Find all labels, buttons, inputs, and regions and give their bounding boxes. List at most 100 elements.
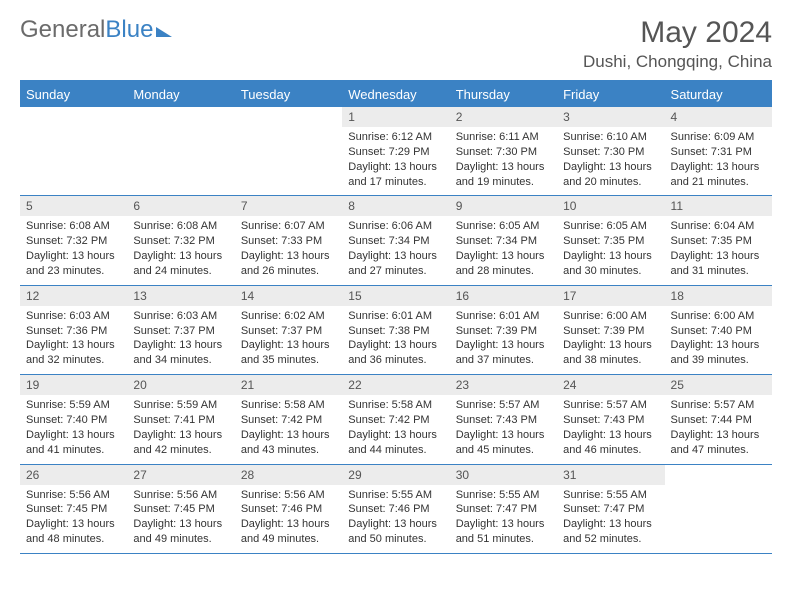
day-details: Sunrise: 5:56 AMSunset: 7:45 PMDaylight:… (20, 485, 127, 553)
day-detail-line: Daylight: 13 hours (348, 249, 443, 264)
calendar-day-cell: 30Sunrise: 5:55 AMSunset: 7:47 PMDayligh… (450, 464, 557, 553)
weekday-header: Saturday (665, 82, 772, 107)
day-number: 5 (20, 196, 127, 216)
calendar-day-cell: 1Sunrise: 6:12 AMSunset: 7:29 PMDaylight… (342, 107, 449, 196)
day-detail-line: and 41 minutes. (26, 443, 121, 458)
day-detail-line: Daylight: 13 hours (241, 517, 336, 532)
calendar-week-row: 1Sunrise: 6:12 AMSunset: 7:29 PMDaylight… (20, 107, 772, 196)
day-detail-line: and 44 minutes. (348, 443, 443, 458)
day-detail-line: Sunset: 7:45 PM (26, 502, 121, 517)
day-detail-line: Sunset: 7:43 PM (456, 413, 551, 428)
day-detail-line: and 50 minutes. (348, 532, 443, 547)
day-number: 11 (665, 196, 772, 216)
day-detail-line: Sunrise: 5:58 AM (241, 398, 336, 413)
day-details: Sunrise: 5:59 AMSunset: 7:41 PMDaylight:… (127, 395, 234, 463)
title-block: May 2024 Dushi, Chongqing, China (583, 16, 772, 72)
day-details: Sunrise: 6:02 AMSunset: 7:37 PMDaylight:… (235, 306, 342, 374)
day-details: Sunrise: 5:57 AMSunset: 7:43 PMDaylight:… (450, 395, 557, 463)
calendar-day-cell: 4Sunrise: 6:09 AMSunset: 7:31 PMDaylight… (665, 107, 772, 196)
day-detail-line: and 38 minutes. (563, 353, 658, 368)
day-detail-line: and 26 minutes. (241, 264, 336, 279)
day-number: 18 (665, 286, 772, 306)
calendar-day-cell: 19Sunrise: 5:59 AMSunset: 7:40 PMDayligh… (20, 375, 127, 464)
calendar-day-cell (20, 107, 127, 196)
day-number: 31 (557, 465, 664, 485)
day-number: 17 (557, 286, 664, 306)
day-detail-line: and 27 minutes. (348, 264, 443, 279)
day-detail-line: Sunset: 7:41 PM (133, 413, 228, 428)
day-number: 15 (342, 286, 449, 306)
calendar-day-cell: 21Sunrise: 5:58 AMSunset: 7:42 PMDayligh… (235, 375, 342, 464)
day-number: 29 (342, 465, 449, 485)
day-details: Sunrise: 5:55 AMSunset: 7:47 PMDaylight:… (450, 485, 557, 553)
calendar-day-cell: 8Sunrise: 6:06 AMSunset: 7:34 PMDaylight… (342, 196, 449, 285)
day-details: Sunrise: 6:06 AMSunset: 7:34 PMDaylight:… (342, 216, 449, 284)
day-detail-line: Sunrise: 6:08 AM (26, 219, 121, 234)
calendar-day-cell: 13Sunrise: 6:03 AMSunset: 7:37 PMDayligh… (127, 285, 234, 374)
day-number: 10 (557, 196, 664, 216)
day-detail-line: and 20 minutes. (563, 175, 658, 190)
day-detail-line: Sunrise: 6:10 AM (563, 130, 658, 145)
day-detail-line: Sunrise: 6:03 AM (26, 309, 121, 324)
calendar-week-row: 19Sunrise: 5:59 AMSunset: 7:40 PMDayligh… (20, 375, 772, 464)
day-detail-line: Sunset: 7:47 PM (563, 502, 658, 517)
day-detail-line: Sunrise: 6:09 AM (671, 130, 766, 145)
day-details: Sunrise: 6:00 AMSunset: 7:39 PMDaylight:… (557, 306, 664, 374)
calendar-day-cell: 22Sunrise: 5:58 AMSunset: 7:42 PMDayligh… (342, 375, 449, 464)
day-detail-line: Sunset: 7:29 PM (348, 145, 443, 160)
day-number (235, 107, 342, 113)
day-number: 20 (127, 375, 234, 395)
calendar-day-cell: 28Sunrise: 5:56 AMSunset: 7:46 PMDayligh… (235, 464, 342, 553)
sail-icon (156, 27, 172, 37)
day-details: Sunrise: 5:56 AMSunset: 7:45 PMDaylight:… (127, 485, 234, 553)
day-number: 25 (665, 375, 772, 395)
day-details: Sunrise: 6:00 AMSunset: 7:40 PMDaylight:… (665, 306, 772, 374)
calendar-day-cell: 24Sunrise: 5:57 AMSunset: 7:43 PMDayligh… (557, 375, 664, 464)
day-number: 2 (450, 107, 557, 127)
day-detail-line: Sunrise: 6:08 AM (133, 219, 228, 234)
day-detail-line: Daylight: 13 hours (671, 160, 766, 175)
brand-logo: GeneralBlue (20, 16, 172, 44)
calendar-day-cell (127, 107, 234, 196)
day-detail-line: and 28 minutes. (456, 264, 551, 279)
calendar-day-cell (235, 107, 342, 196)
day-details: Sunrise: 6:10 AMSunset: 7:30 PMDaylight:… (557, 127, 664, 195)
day-number: 22 (342, 375, 449, 395)
day-detail-line: Sunset: 7:39 PM (456, 324, 551, 339)
day-detail-line: Daylight: 13 hours (133, 517, 228, 532)
day-number: 19 (20, 375, 127, 395)
day-details: Sunrise: 6:03 AMSunset: 7:36 PMDaylight:… (20, 306, 127, 374)
day-detail-line: Sunrise: 5:57 AM (563, 398, 658, 413)
day-detail-line: Sunrise: 6:01 AM (348, 309, 443, 324)
day-detail-line: and 52 minutes. (563, 532, 658, 547)
day-detail-line: Sunset: 7:32 PM (26, 234, 121, 249)
day-detail-line: Daylight: 13 hours (563, 249, 658, 264)
day-details: Sunrise: 5:58 AMSunset: 7:42 PMDaylight:… (342, 395, 449, 463)
calendar-day-cell: 17Sunrise: 6:00 AMSunset: 7:39 PMDayligh… (557, 285, 664, 374)
day-detail-line: Sunset: 7:34 PM (348, 234, 443, 249)
day-number (20, 107, 127, 113)
day-detail-line: Sunset: 7:46 PM (241, 502, 336, 517)
day-number: 13 (127, 286, 234, 306)
day-details: Sunrise: 6:11 AMSunset: 7:30 PMDaylight:… (450, 127, 557, 195)
day-details: Sunrise: 6:12 AMSunset: 7:29 PMDaylight:… (342, 127, 449, 195)
day-details: Sunrise: 6:05 AMSunset: 7:34 PMDaylight:… (450, 216, 557, 284)
day-detail-line: Daylight: 13 hours (671, 249, 766, 264)
day-detail-line: Sunset: 7:37 PM (133, 324, 228, 339)
brand-general: General (20, 16, 105, 44)
day-number: 24 (557, 375, 664, 395)
calendar-day-cell: 16Sunrise: 6:01 AMSunset: 7:39 PMDayligh… (450, 285, 557, 374)
day-detail-line: and 45 minutes. (456, 443, 551, 458)
day-detail-line: Daylight: 13 hours (241, 249, 336, 264)
day-detail-line: Daylight: 13 hours (456, 338, 551, 353)
day-detail-line: Sunset: 7:30 PM (456, 145, 551, 160)
day-number: 6 (127, 196, 234, 216)
day-detail-line: and 46 minutes. (563, 443, 658, 458)
day-detail-line: Daylight: 13 hours (26, 517, 121, 532)
day-detail-line: Sunset: 7:45 PM (133, 502, 228, 517)
day-details: Sunrise: 5:57 AMSunset: 7:44 PMDaylight:… (665, 395, 772, 463)
day-detail-line: Daylight: 13 hours (563, 428, 658, 443)
calendar-day-cell: 14Sunrise: 6:02 AMSunset: 7:37 PMDayligh… (235, 285, 342, 374)
calendar-day-cell: 9Sunrise: 6:05 AMSunset: 7:34 PMDaylight… (450, 196, 557, 285)
day-number: 3 (557, 107, 664, 127)
